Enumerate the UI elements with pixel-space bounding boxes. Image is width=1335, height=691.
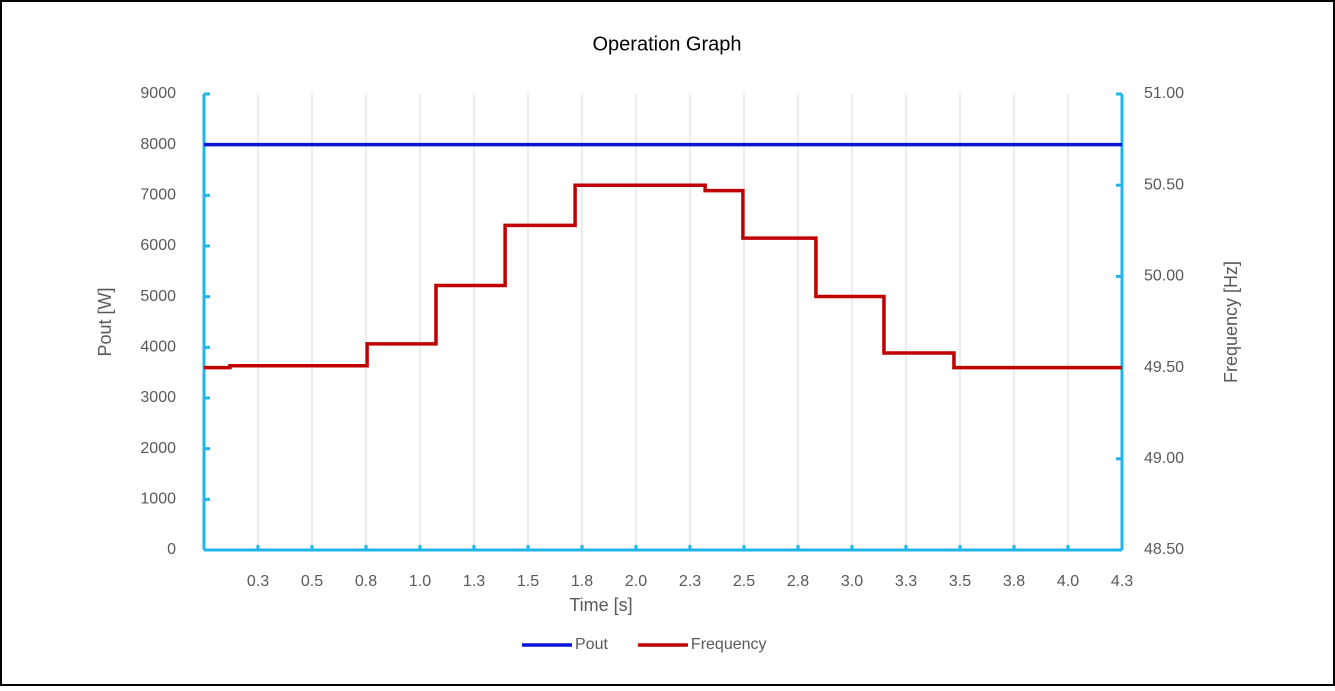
x-tick-label: 3.8: [1003, 573, 1025, 590]
x-tick-label: 1.8: [571, 573, 593, 590]
y-tick-label: 2000: [140, 440, 176, 457]
x-tick-label: 1.5: [517, 573, 539, 590]
y-tick-label: 3000: [140, 389, 176, 406]
x-tick-label: 4.3: [1111, 573, 1133, 590]
y-tick-label: 5000: [140, 288, 176, 305]
x-tick-label: 1.3: [463, 573, 485, 590]
y2-tick-label: 50.50: [1144, 176, 1184, 193]
y2-tick-label: 50.00: [1144, 268, 1184, 285]
y2-axis-title: Frequency [Hz]: [1221, 261, 1241, 383]
x-tick-label: 2.0: [625, 573, 647, 590]
y-tick-label: 0: [167, 541, 176, 558]
y-tick-label: 1000: [140, 491, 176, 508]
legend-label: Pout: [575, 636, 608, 653]
y-axis-title: Pout [W]: [95, 287, 115, 356]
legend-label: Frequency: [691, 636, 767, 653]
y-tick-label: 6000: [140, 237, 176, 254]
y2-tick-label: 49.00: [1144, 450, 1184, 467]
chart-title: Operation Graph: [593, 33, 742, 55]
x-axis-title: Time [s]: [569, 595, 632, 615]
series-line: [204, 183, 1122, 370]
x-tick-label: 2.5: [733, 573, 755, 590]
y2-tick-label: 49.50: [1144, 359, 1184, 376]
x-tick-label: 2.3: [679, 573, 701, 590]
x-tick-label: 3.0: [841, 573, 863, 590]
x-tick-label: 0.3: [247, 573, 269, 590]
x-tick-label: 3.3: [895, 573, 917, 590]
x-tick-label: 0.5: [301, 573, 323, 590]
y-tick-label: 8000: [140, 136, 176, 153]
x-tick-label: 3.5: [949, 573, 971, 590]
x-tick-label: 0.8: [355, 573, 377, 590]
y2-tick-label: 48.50: [1144, 541, 1184, 558]
x-tick-label: 1.0: [409, 573, 431, 590]
x-tick-label: 4.0: [1057, 573, 1079, 590]
y-tick-label: 4000: [140, 339, 176, 356]
y-tick-label: 9000: [140, 85, 176, 102]
y2-tick-label: 51.00: [1144, 85, 1184, 102]
x-tick-label: 2.8: [787, 573, 809, 590]
y-tick-label: 7000: [140, 187, 176, 204]
